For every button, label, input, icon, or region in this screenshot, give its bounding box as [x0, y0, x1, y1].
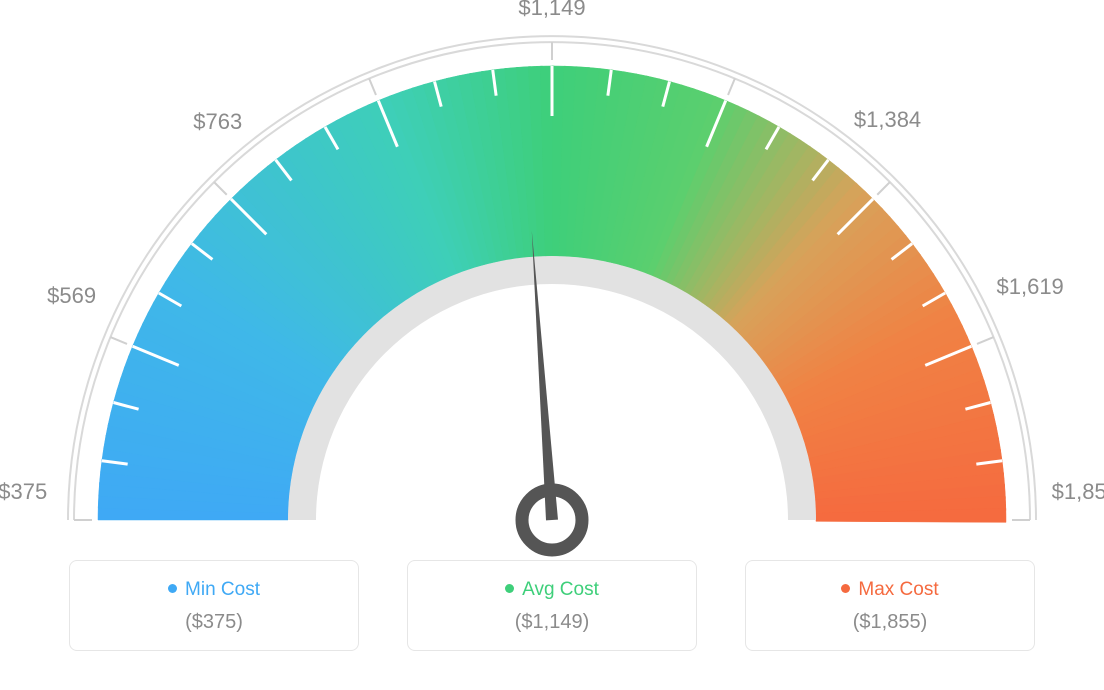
- legend-title-avg: Avg Cost: [418, 579, 686, 601]
- gauge-tick-label: $1,149: [518, 0, 585, 21]
- legend-value-max: ($1,855): [756, 611, 1024, 634]
- legend-title-text: Max Cost: [858, 579, 938, 600]
- legend-title-min: Min Cost: [80, 579, 348, 601]
- gauge-tick-label: $1,855: [1052, 479, 1104, 505]
- legend-title-text: Avg Cost: [522, 579, 599, 600]
- legend-card-avg: Avg Cost ($1,149): [407, 560, 697, 651]
- gauge-tick-label: $1,384: [854, 107, 921, 133]
- gauge-tick-label: $763: [193, 109, 242, 135]
- gauge-tick-label: $569: [47, 283, 96, 309]
- gauge-area: $375 $569 $763 $1,149 $1,384 $1,619 $1,855: [0, 0, 1104, 560]
- dot-icon: [841, 584, 850, 593]
- dot-icon: [505, 584, 514, 593]
- legend-title-text: Min Cost: [185, 579, 260, 600]
- legend-value-avg: ($1,149): [418, 611, 686, 634]
- gauge-tick-label: $1,619: [997, 274, 1064, 300]
- cost-gauge-chart: $375 $569 $763 $1,149 $1,384 $1,619 $1,855 Min…: [0, 0, 1104, 690]
- legend-title-max: Max Cost: [756, 579, 1024, 601]
- gauge-svg: [0, 0, 1104, 560]
- legend-card-min: Min Cost ($375): [69, 560, 359, 651]
- legend-value-min: ($375): [80, 611, 348, 634]
- legend-row: Min Cost ($375) Avg Cost ($1,149) Max Co…: [0, 560, 1104, 651]
- gauge-tick-label: $375: [0, 479, 47, 505]
- dot-icon: [168, 584, 177, 593]
- legend-card-max: Max Cost ($1,855): [745, 560, 1035, 651]
